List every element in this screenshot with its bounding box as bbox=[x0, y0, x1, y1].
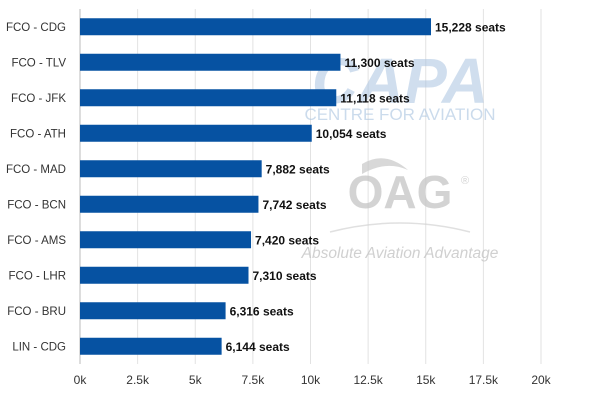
data-label: 6,316 seats bbox=[230, 304, 294, 318]
oag-registered-mark: ® bbox=[461, 175, 469, 187]
data-label: 10,054 seats bbox=[316, 127, 387, 141]
x-tick-label: 7.5k bbox=[242, 373, 266, 387]
category-label: FCO - AMS bbox=[7, 235, 66, 247]
x-tick-label: 15k bbox=[416, 373, 436, 387]
bar bbox=[80, 302, 226, 320]
x-tick-label: 17.5k bbox=[469, 373, 499, 387]
category-label: FCO - ATH bbox=[10, 128, 66, 140]
x-tick-label: 2.5k bbox=[126, 373, 150, 387]
category-label: FCO - LHR bbox=[9, 270, 67, 282]
category-label: LIN - CDG bbox=[12, 341, 66, 353]
category-label: FCO - JFK bbox=[11, 93, 66, 105]
oag-watermark-tagline: Absolute Aviation Advantage bbox=[301, 245, 499, 262]
oag-watermark-logo: OAG bbox=[348, 166, 453, 218]
data-label: 7,420 seats bbox=[255, 233, 319, 247]
category-label: FCO - BRU bbox=[7, 306, 66, 318]
data-label: 15,228 seats bbox=[435, 20, 506, 34]
bars bbox=[80, 18, 432, 355]
category-label: FCO - MAD bbox=[6, 164, 66, 176]
oag-divider-swoosh bbox=[329, 222, 471, 233]
watermark: CAPA CENTRE FOR AVIATION OAG ® Absolute … bbox=[301, 45, 499, 262]
x-axis-tick-labels: 0k 2.5k 5k 7.5k 10k 12.5k 15k 17.5k 20k bbox=[74, 373, 552, 387]
category-label: FCO - CDG bbox=[6, 22, 66, 34]
category-labels: FCO - CDG FCO - TLV FCO - JFK FCO - ATH FCO … bbox=[6, 22, 66, 354]
oag-swoosh-icon bbox=[362, 158, 408, 174]
category-label: FCO - BCN bbox=[7, 199, 66, 211]
data-label: 7,742 seats bbox=[262, 198, 326, 212]
category-label: FCO - TLV bbox=[11, 57, 66, 69]
bar bbox=[80, 53, 341, 71]
x-tick-label: 0k bbox=[74, 373, 88, 387]
x-tick-label: 5k bbox=[189, 373, 203, 387]
data-label: 7,882 seats bbox=[266, 162, 330, 176]
bar bbox=[80, 89, 337, 107]
bar bbox=[80, 195, 259, 213]
capa-watermark-logo: CAPA bbox=[312, 45, 489, 117]
x-tick-label: 12.5k bbox=[353, 373, 383, 387]
bar bbox=[80, 337, 222, 355]
capa-watermark-tagline: CENTRE FOR AVIATION bbox=[304, 105, 495, 124]
bar bbox=[80, 266, 249, 284]
bar bbox=[80, 160, 262, 178]
data-label: 11,118 seats bbox=[340, 91, 410, 105]
data-labels: 15,228 seats 11,300 seats 11,118 seats 10,0… bbox=[226, 20, 506, 354]
x-tick-label: 20k bbox=[531, 373, 551, 387]
data-label: 7,310 seats bbox=[252, 269, 316, 283]
bar bbox=[80, 18, 432, 36]
x-tick-label: 10k bbox=[301, 373, 321, 387]
bar bbox=[80, 231, 252, 249]
bar bbox=[80, 124, 312, 142]
data-label: 6,144 seats bbox=[226, 340, 290, 354]
data-label: 11,300 seats bbox=[344, 56, 414, 70]
